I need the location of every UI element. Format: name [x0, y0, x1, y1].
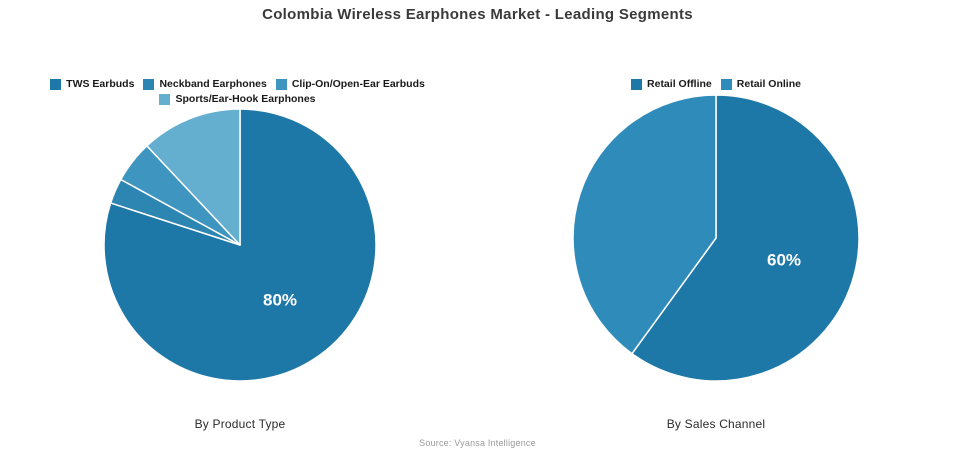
legend-swatch: [631, 78, 643, 90]
legend-item: Retail Online: [720, 78, 801, 90]
legend-label: Clip-On/Open-Ear Earbuds: [291, 78, 425, 90]
legend-swatch: [143, 78, 155, 90]
pie-slice-label: 60%: [767, 251, 801, 270]
legend-swatch: [720, 78, 732, 90]
pie-slice: [146, 108, 241, 246]
pie-slice-label: 80%: [263, 291, 297, 310]
legend-label: Sports/Ear-Hook Earphones: [175, 93, 316, 105]
legend-item: Retail Offline: [631, 78, 712, 90]
legend-sales-channel: Retail Offline Retail Online: [566, 78, 866, 90]
legend-label: Retail Offline: [647, 78, 712, 90]
pie-sales-channel: 60%: [572, 94, 860, 382]
caption-sales-channel: By Sales Channel: [666, 417, 766, 431]
source-note: Source: Vyansa Intelligence: [419, 438, 536, 448]
legend-label: Neckband Earphones: [159, 78, 267, 90]
legend-item: Clip-On/Open-Ear Earbuds: [275, 78, 425, 90]
legend-swatch: [159, 93, 171, 105]
legend-label: TWS Earbuds: [66, 78, 135, 90]
legend-swatch: [50, 78, 62, 90]
pie-slice: [631, 94, 860, 382]
pie-product-type: 80%: [103, 108, 377, 382]
legend-product-type: TWS Earbuds Neckband Earphones Clip-On/Ope…: [30, 78, 445, 105]
legend-item: Neckband Earphones: [143, 78, 267, 90]
legend-label: Retail Online: [736, 78, 801, 90]
chart-title: Colombia Wireless Earphones Market - Lea…: [262, 6, 693, 23]
legend-item: Sports/Ear-Hook Earphones: [159, 93, 316, 105]
legend-swatch: [275, 78, 287, 90]
pie-slice: [572, 94, 717, 355]
legend-item: TWS Earbuds: [50, 78, 134, 90]
caption-product-type: By Product Type: [194, 417, 286, 431]
